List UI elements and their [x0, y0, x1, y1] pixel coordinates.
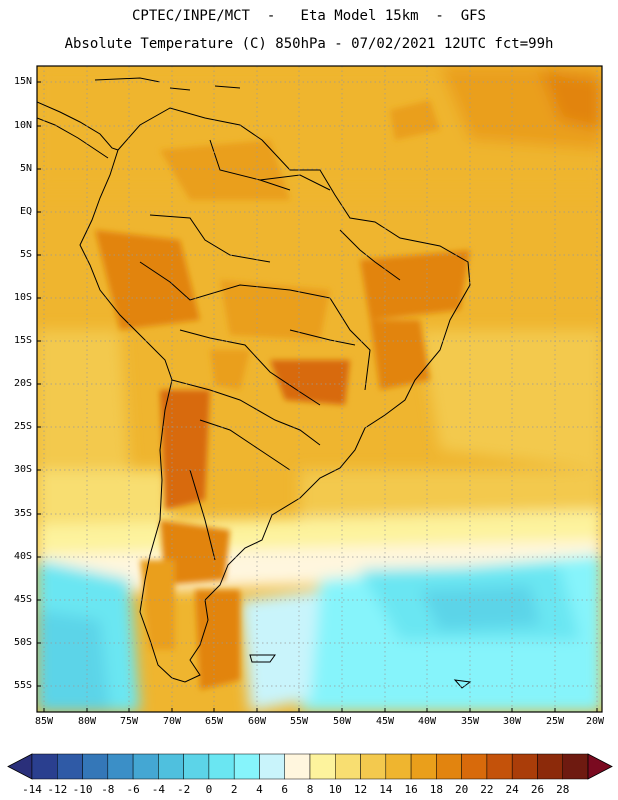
colorbar-label: 4 [256, 783, 263, 796]
colorbar-label: 14 [379, 783, 393, 796]
colorbar-swatch [562, 753, 589, 780]
lon-label: 70W [162, 716, 182, 727]
colorbar-swatch [360, 753, 387, 780]
colorbar-swatch [309, 753, 336, 780]
lon-label: 50W [332, 716, 352, 727]
colorbar-swatch [57, 753, 83, 780]
lon-label: 40W [417, 716, 437, 727]
colorbar-swatch [259, 753, 285, 780]
colorbar-swatch [158, 753, 184, 780]
colorbar-swatch [183, 753, 210, 780]
colorbar-label: -2 [177, 783, 191, 796]
colorbar-label: 6 [281, 783, 289, 796]
hot-cores [95, 100, 470, 690]
colorbar-swatch [537, 753, 563, 780]
chart-title: CPTEC/INPE/MCT - Eta Model 15km - GFS [131, 8, 486, 24]
colorbar-label: -14 [22, 783, 42, 796]
colorbar-label: -6 [126, 783, 140, 796]
lat-label: 50S [13, 637, 32, 648]
lat-label: 10N [13, 120, 32, 131]
lat-label: 35S [13, 508, 32, 519]
axis-ticks [37, 81, 598, 712]
colorbar-label: 0 [205, 783, 213, 796]
lat-label: 30S [13, 464, 32, 475]
colorbar-swatch [385, 753, 412, 780]
coastlines [37, 77, 472, 689]
lat-label: 25S [13, 421, 32, 432]
lon-label: 25W [545, 716, 565, 727]
colorbar-swatch [132, 753, 159, 780]
lat-label: 5N [19, 163, 32, 174]
lon-label: 35W [460, 716, 480, 727]
colorbar-label: 26 [530, 783, 545, 796]
colorbar-label: 28 [556, 783, 570, 796]
colorbar-label: 22 [480, 783, 494, 796]
lat-label: 15S [13, 335, 32, 346]
colorbar-swatch [410, 753, 437, 780]
colorbar-swatch [31, 753, 58, 780]
colorbar-label: -8 [101, 783, 115, 796]
lon-label: 75W [119, 716, 139, 727]
lat-label: 45S [13, 594, 32, 605]
colorbar-swatch [486, 753, 513, 780]
colorbar-swatch [335, 753, 361, 780]
colorbar-swatch [436, 753, 462, 780]
lat-label: 10S [13, 292, 32, 303]
colorbar-label: -12 [47, 783, 68, 796]
temperature-field [37, 66, 602, 712]
map-frame [36, 65, 603, 713]
colorbar-label: 24 [505, 783, 519, 796]
colorbar-swatch [82, 753, 109, 780]
colorbar-label: 2 [230, 783, 238, 796]
lat-label: 55S [13, 680, 32, 691]
lon-label: 30W [502, 716, 522, 727]
lat-label: 5S [19, 249, 32, 260]
lon-label: 45W [375, 716, 395, 727]
colorbar-swatch [511, 753, 538, 780]
colorbar-swatch [461, 753, 488, 780]
lat-label: EQ [19, 206, 32, 217]
lon-label: 60W [247, 716, 267, 727]
lon-label: 85W [34, 716, 54, 727]
colorbar [7, 753, 613, 780]
colorbar-label: 12 [353, 783, 368, 796]
lon-label: 55W [289, 716, 309, 727]
colorbar-swatch [107, 753, 134, 780]
colorbar-under-arrow [7, 753, 33, 780]
lat-label: 15N [13, 76, 32, 87]
colorbar-label: 16 [404, 783, 418, 796]
colorbar-swatch [208, 753, 235, 780]
colorbar-label: 20 [455, 783, 469, 796]
colorbar-swatch [233, 753, 260, 780]
colorbar-label: 8 [306, 783, 314, 796]
lon-label: 80W [77, 716, 97, 727]
lat-label: 40S [13, 551, 32, 562]
chart-subtitle: Absolute Temperature (C) 850hPa - 07/02/… [64, 36, 554, 52]
lon-label: 20W [585, 716, 605, 727]
lon-label: 65W [204, 716, 224, 727]
colorbar-over-arrow [587, 753, 613, 780]
colorbar-label: 18 [429, 783, 443, 796]
colorbar-label: -4 [151, 783, 165, 796]
colorbar-swatch [284, 753, 311, 780]
lat-label: 20S [13, 378, 32, 389]
colorbar-label: 10 [328, 783, 342, 796]
colorbar-label: -10 [72, 783, 93, 796]
